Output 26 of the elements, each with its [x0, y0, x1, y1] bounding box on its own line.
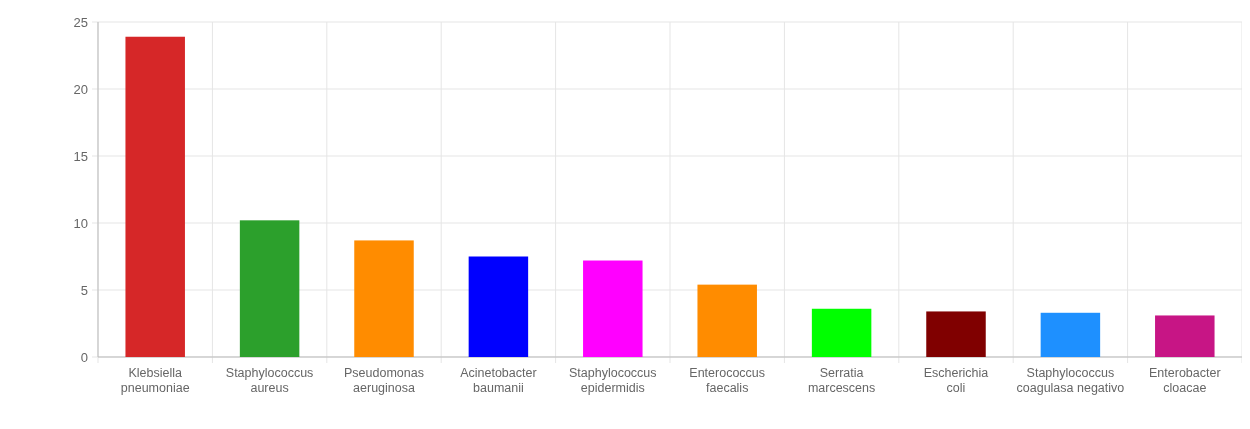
bar: [811, 308, 872, 357]
x-tick-label: Enterococcus faecalis: [689, 366, 766, 395]
x-tick-label: Enterobacter cloacae: [1149, 366, 1221, 395]
y-tick-label: 15: [73, 148, 88, 164]
x-tick-label: Staphylococcus aureus: [225, 366, 314, 395]
bar: [1155, 315, 1215, 357]
bar: [583, 260, 643, 357]
x-tick-label: Pseudomonas aeruginosa: [344, 366, 424, 395]
y-tick-label: 20: [73, 81, 88, 97]
bar: [354, 240, 414, 357]
y-tick-label: 25: [73, 14, 88, 30]
y-tick-label: 10: [73, 215, 88, 231]
x-tick-label: Acinetobacter baumanii: [460, 366, 537, 395]
bar: [926, 311, 986, 357]
bar: [1040, 312, 1101, 357]
x-tick-label: Staphylococcus epidermidis: [569, 366, 657, 395]
y-tick-label: 5: [80, 282, 88, 298]
x-tick-label: Escherichia coli: [923, 366, 989, 395]
bar: [239, 220, 300, 357]
x-tick-label: Staphylococcus coagulasa negativo: [1016, 366, 1125, 395]
y-tick-label: 0: [80, 349, 88, 365]
bar: [697, 284, 757, 357]
x-tick-label: Klebsiella pneumoniae: [120, 366, 190, 395]
bar: [468, 256, 529, 357]
x-tick-label: Serratia marcescens: [807, 366, 876, 395]
bar: [125, 36, 185, 357]
